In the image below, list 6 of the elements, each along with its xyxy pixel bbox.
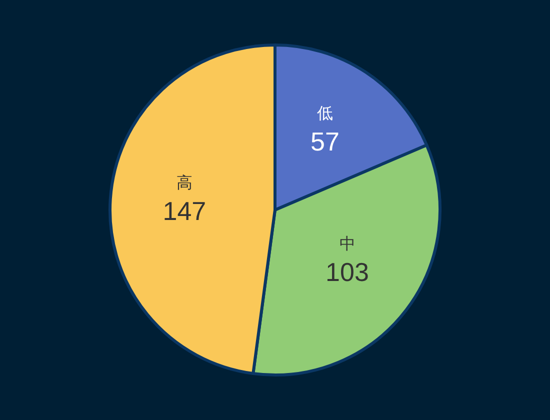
data-label: 147	[162, 196, 206, 226]
data-label: 103	[326, 256, 369, 287]
data-label: 57	[310, 126, 340, 156]
slice-label: 高	[176, 172, 192, 192]
slice-label: 中	[339, 234, 356, 253]
slice-label: 低	[316, 103, 333, 122]
